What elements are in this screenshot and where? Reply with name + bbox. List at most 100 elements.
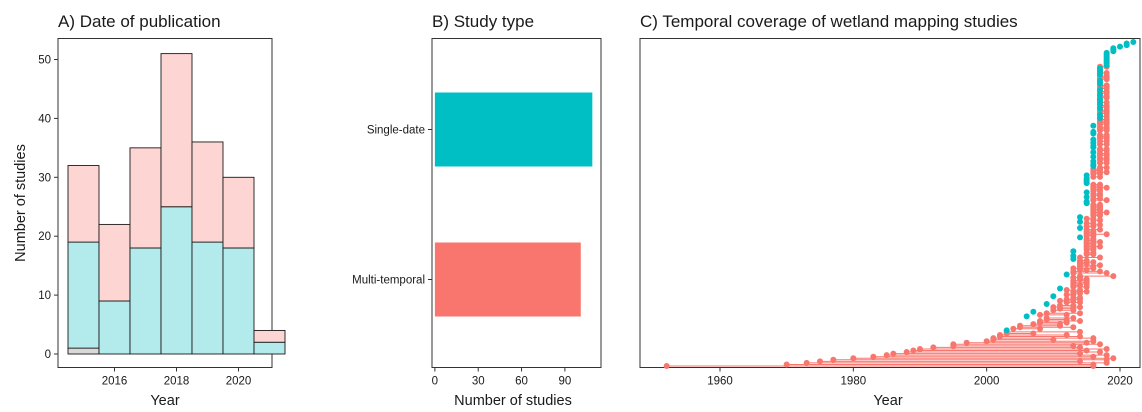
coverage-start-point [1070,274,1077,281]
single-date-point [1130,39,1137,45]
coverage-start-point [870,353,877,360]
hist-bar-segment [222,247,255,355]
coverage-end-point [1097,349,1103,356]
single-date-point [1070,248,1077,255]
coverage-end-point [1103,70,1110,77]
coverage-end-point [1097,341,1103,348]
coverage-end-point [1083,276,1090,283]
panel-b-bars [434,92,593,317]
hist-bar-segment [191,141,224,243]
coverage-start-point [1043,314,1050,321]
x-tick-label: 1960 [707,376,733,388]
single-date-point [1097,96,1103,103]
coverage-end-point [1070,342,1077,349]
panel-b-frame [431,38,602,368]
coverage-start-point [1057,297,1063,304]
coverage-start-point [950,341,957,348]
coverage-start-point [1077,273,1083,280]
single-date-point [1117,43,1123,50]
coverage-end-point [1097,221,1103,228]
x-tick-label: 2018 [164,376,190,388]
coverage-start-point [917,345,923,352]
coverage-end-point [1063,316,1070,323]
coverage-end-point [1103,345,1110,352]
coverage-end-point [1103,209,1110,216]
single-date-point [1097,87,1103,94]
hist-bar-segment [67,347,100,355]
single-date-point [1083,194,1090,201]
coverage-start-point [1083,220,1090,227]
single-date-point [1043,300,1050,307]
x-tick-label: 0 [432,376,438,388]
coverage-end-point [1097,254,1103,261]
panel-b-x-axis: 0 30 60 90 [432,367,571,388]
coverage-start-point [1077,254,1083,261]
coverage-start-point [1063,296,1070,303]
coverage-end-point [1077,358,1083,365]
coverage-end-point [1077,310,1083,317]
x-tick-label: 2016 [102,376,128,388]
coverage-end-point [1070,324,1077,331]
coverage-end-point [1103,169,1110,176]
coverage-end-point [1103,164,1110,171]
panel-b-x-title: Number of studies [454,393,572,409]
coverage-end-point [1103,184,1110,191]
coverage-end-point [1103,231,1110,238]
single-date-point [1023,313,1030,320]
coverage-start-point [1083,215,1090,222]
hist-bar-segment [129,247,162,355]
coverage-end-point [1090,361,1097,368]
single-date-point [1077,234,1083,241]
hist-bar-segment [191,241,224,355]
hist-bar-segment [160,53,193,208]
y-tick-label: 20 [38,231,51,243]
panel-c-x-title: Year [873,393,902,409]
single-date-point [1090,136,1097,143]
y-tick-label: 0 [45,349,51,361]
panel-c-x-axis: 1960 1980 2000 2020 [707,367,1133,388]
coverage-start-point [1097,145,1103,152]
study-type-bar [434,92,593,167]
coverage-start-point [997,331,1003,338]
coverage-start-point [1063,287,1070,294]
coverage-start-point [783,361,790,368]
x-tick-label: 2020 [226,376,252,388]
coverage-end-point [1097,268,1103,275]
coverage-end-point [1077,294,1083,301]
hist-bar-segment [222,176,255,249]
panel-c: C) Temporal coverage of wetland mapping … [639,12,1141,409]
coverage-end-point [1077,350,1083,357]
panel-c-frame [639,38,1141,368]
panel-a-y-axis: 0 10 20 30 40 50 [38,55,58,361]
coverage-end-point [1103,352,1110,359]
x-tick-label: 2000 [974,376,1000,388]
coverage-end-point [1090,263,1097,270]
coverage-start-point [830,356,837,363]
coverage-end-point [1103,145,1110,152]
coverage-start-point [890,350,897,357]
coverage-start-point [1063,291,1070,298]
coverage-start-point [990,335,997,342]
panel-a-x-title: Year [150,393,179,409]
coverage-end-point [1090,335,1097,342]
coverage-end-point [1077,304,1083,311]
coverage-end-point [1103,356,1110,363]
panel-b: B) Study type Multi-temporalSingle-date … [352,12,602,409]
panel-c-title: C) Temporal coverage of wetland mapping … [640,12,1018,31]
coverage-end-point [1083,257,1090,264]
coverage-start-point [1090,201,1097,208]
hist-bar-segment [253,329,286,343]
coverage-start-point [817,358,823,365]
x-tick-label: 2020 [1107,376,1133,388]
coverage-end-point [1070,314,1077,321]
coverage-end-point [1083,339,1090,346]
coverage-start-point [963,339,970,346]
single-date-point [1090,122,1097,129]
coverage-start-point [883,352,890,359]
hist-bar-segment [67,241,100,349]
coverage-start-point [903,349,910,356]
coverage-start-point [983,338,990,345]
single-date-point [1083,198,1090,205]
single-date-point [1077,214,1083,221]
